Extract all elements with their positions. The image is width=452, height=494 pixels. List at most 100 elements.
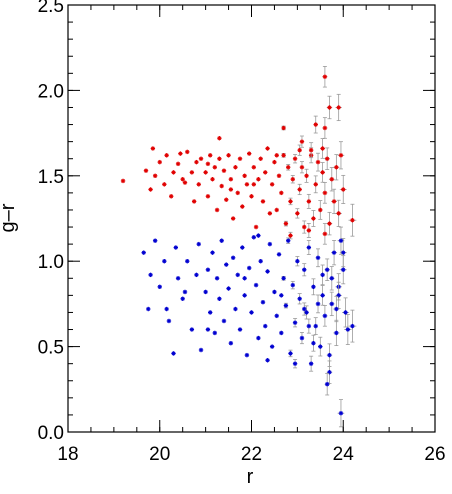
data-point [260,199,266,204]
data-point [302,263,307,277]
y-tick-label: 0.5 [38,338,64,359]
data-point [337,141,345,170]
data-point [263,323,268,329]
data-point [212,330,217,336]
data-point [281,125,286,131]
data-point [240,245,245,250]
data-point [171,351,176,356]
data-point [324,258,330,281]
data-point [306,223,312,238]
data-point [251,182,256,187]
data-point [162,182,167,187]
data-point [341,297,350,328]
data-point [208,153,213,158]
data-point [269,182,275,187]
y-tick-label: 2.0 [38,81,64,102]
data-point [288,231,293,240]
data-point [242,173,247,178]
data-point [189,170,195,175]
data-point [228,177,234,182]
data-point [288,349,293,358]
data-point [164,153,169,158]
data-point [292,318,298,328]
data-point [331,240,338,266]
data-point [141,250,146,255]
data-point [152,173,158,178]
data-point [244,182,250,187]
data-point [315,248,321,268]
data-point [182,180,188,185]
data-point [320,162,326,183]
data-point [315,294,321,314]
data-point [157,284,162,290]
data-point [205,267,211,272]
data-point [302,302,307,316]
data-point [205,194,211,199]
data-point [221,168,227,173]
data-point [191,199,197,204]
data-point [286,237,291,244]
data-point [173,245,179,250]
data-point [148,187,153,192]
data-point [324,147,330,170]
y-tick-label: 2.5 [38,0,64,17]
data-point [178,151,183,156]
data-point [175,161,181,167]
data-point [322,66,328,88]
data-point [328,167,335,192]
data-point [196,241,201,247]
data-point [194,159,199,165]
data-point [313,317,318,335]
data-point [226,153,231,158]
data-point [290,280,295,290]
data-point [235,272,240,278]
data-point [148,272,153,278]
data-point [290,175,295,184]
data-point [120,178,126,184]
x-tick-label: 18 [57,444,78,465]
y-tick-label: 1.5 [38,167,64,188]
data-point [313,115,318,134]
data-point [272,289,277,295]
data-point [326,211,333,236]
x-tick-label: 24 [333,444,355,465]
data-point [339,238,347,268]
data-point [265,269,270,274]
axes [67,4,436,433]
data-point [166,318,172,324]
data-point [326,95,333,120]
data-point [164,306,169,312]
data-point [152,238,158,243]
data-point [251,165,256,170]
data-point [295,256,300,267]
data-point [297,293,302,305]
data-point [226,286,231,291]
data-point [157,159,162,165]
data-point [194,272,199,278]
data-point [283,302,289,309]
data-point [335,93,342,122]
data-point [299,161,305,174]
data-point [269,344,275,349]
data-point [263,170,268,175]
data-point [348,203,357,237]
data-point [214,207,220,213]
data-point [311,278,316,296]
data-point [219,183,224,189]
data-point [182,289,188,295]
data-point [333,295,340,323]
data-point [318,336,323,357]
x-tick-label: 22 [241,444,262,465]
data-point [333,154,340,181]
data-point [318,200,323,220]
data-point [237,156,243,161]
data-point [308,142,314,159]
data-point [320,285,326,306]
data-point [242,276,247,281]
data-point [219,238,224,243]
data-point [311,334,316,352]
data-point [281,276,286,281]
data-point [203,170,208,175]
y-tick-label: 0.0 [38,423,64,444]
